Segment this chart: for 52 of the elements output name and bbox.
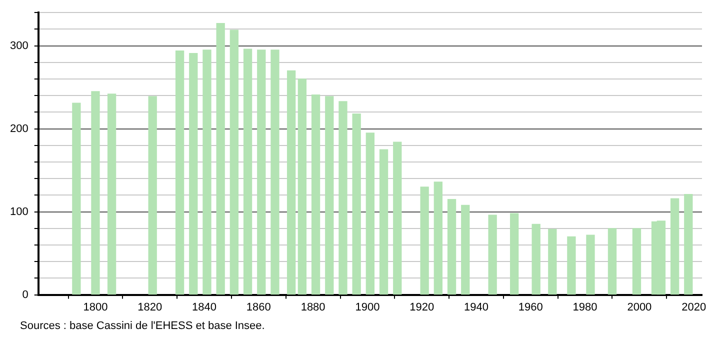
bar [107,94,116,295]
y-tick-label: 0 [22,288,28,301]
bar [510,213,519,295]
x-tick-label: 1940 [464,301,488,314]
x-tick-label: 1800 [83,301,108,314]
bar [298,78,307,295]
bar [420,186,429,295]
bar [338,101,348,295]
source-note: Sources : base Cassini de l'EHESS et base Insee. [20,320,265,332]
bar [608,228,617,295]
bar [257,50,266,295]
x-tick-label: 1840 [192,301,217,314]
bar [175,50,184,295]
bar [325,96,334,295]
y-tick-label: 200 [10,122,28,135]
bar [352,114,361,295]
bar [270,50,280,295]
bar [670,198,680,295]
bar [379,149,388,295]
bar [488,214,497,295]
bar [684,194,693,295]
bar [230,30,239,295]
bar [72,102,81,295]
bar [434,182,443,295]
bar [216,23,225,295]
x-tick-label: 1880 [300,301,326,314]
bar [532,224,540,295]
bar [632,228,642,295]
x-tick-label: 1860 [246,301,271,314]
y-tick-label: 100 [10,206,28,218]
x-tick-label: 2020 [682,301,706,314]
bar [366,132,375,295]
x-tick-label: 1820 [138,301,162,314]
bar [393,142,402,295]
bar [447,199,456,295]
y-tick-label: 300 [10,40,28,52]
bar [548,228,557,295]
bar [243,48,252,295]
x-tick-label: 1980 [572,301,598,314]
bar [148,96,157,295]
bar [461,204,470,295]
bar [91,91,100,295]
bar [202,50,212,295]
x-tick-label: 1960 [518,301,543,314]
x-tick-label: 2000 [627,301,652,314]
bar [286,70,296,295]
bar [586,234,595,295]
x-tick-label: 1920 [410,301,434,314]
bar [189,52,198,295]
bar [567,236,576,295]
x-tick-label: 1900 [355,301,380,314]
bar [311,94,320,295]
